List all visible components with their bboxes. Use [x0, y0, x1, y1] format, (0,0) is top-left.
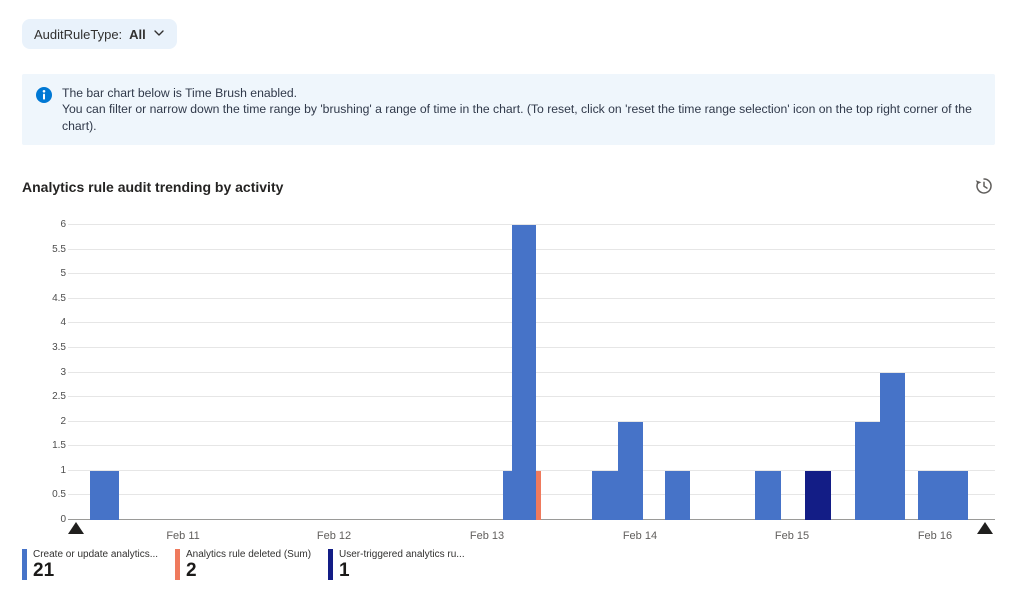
audit-rule-type-filter[interactable]: AuditRuleType: All	[22, 19, 177, 49]
chart-bar[interactable]	[664, 470, 690, 520]
x-axis-label: Feb 16	[917, 530, 953, 542]
chart-bar[interactable]	[536, 470, 542, 520]
gridline	[22, 396, 995, 398]
chart-title: Analytics rule audit trending by activit…	[22, 179, 284, 195]
y-axis-label: 3.5	[22, 341, 68, 354]
chart-bar[interactable]	[918, 470, 944, 520]
bar-chart: 0 0.5 1 1.5 2 2.5 3 3.5 4 4.5 5 5.5 6 Feb 11 Feb 12 Fe…	[22, 210, 995, 556]
x-axis-label: Feb 15	[774, 530, 810, 542]
history-clock-icon	[974, 178, 994, 199]
y-axis-label: 0.5	[22, 489, 68, 502]
gridline	[22, 445, 995, 447]
chart-plot-area[interactable]: 0 0.5 1 1.5 2 2.5 3 3.5 4 4.5 5 5.5 6	[22, 210, 995, 526]
time-brush-handle-right[interactable]	[977, 522, 993, 534]
legend-text: Create or update analytics... 21	[33, 549, 158, 582]
y-axis-label: 4.5	[22, 292, 68, 305]
gridline	[22, 224, 995, 225]
chart-x-axis: Feb 11 Feb 12 Feb 13 Feb 14 Feb 15 Feb 16	[22, 520, 995, 556]
time-brush-handle-left[interactable]	[68, 522, 84, 534]
chart-bar[interactable]	[617, 421, 643, 520]
chevron-down-icon	[153, 27, 165, 42]
legend-color-swatch	[175, 549, 180, 580]
gridline	[22, 346, 995, 348]
banner-line-2: You can filter or narrow down the time r…	[62, 102, 972, 133]
chart-bar[interactable]	[879, 372, 905, 520]
y-axis-label: 5	[22, 268, 68, 281]
chart-bar[interactable]	[804, 470, 831, 520]
info-icon	[36, 87, 52, 134]
y-axis-label: 2	[22, 415, 68, 428]
chart-bar[interactable]	[943, 470, 969, 520]
legend-value: 2	[186, 560, 197, 581]
legend-text: Analytics rule deleted (Sum) 2	[186, 549, 311, 582]
legend-label: User-triggered analytics ru...	[339, 549, 465, 560]
gridline	[22, 322, 995, 324]
y-axis-label: 5.5	[22, 243, 68, 256]
y-axis-label: 2.5	[22, 391, 68, 404]
legend-value: 21	[33, 560, 55, 581]
legend-color-swatch	[22, 549, 27, 580]
gridline	[22, 273, 995, 275]
y-axis-label: 1	[22, 464, 68, 477]
chart-bar[interactable]	[591, 470, 618, 520]
info-banner: The bar chart below is Time Brush enable…	[22, 74, 995, 146]
x-axis-label: Feb 14	[622, 530, 658, 542]
y-axis-label: 6	[22, 219, 68, 231]
chart-bar[interactable]	[754, 470, 781, 520]
legend-text: User-triggered analytics ru... 1	[339, 549, 465, 582]
x-axis-label: Feb 13	[469, 530, 505, 542]
legend-label: Create or update analytics...	[33, 549, 159, 560]
legend-item[interactable]: User-triggered analytics ru... 1	[328, 549, 481, 582]
legend-label: Analytics rule deleted (Sum)	[186, 549, 312, 560]
y-axis-label: 1.5	[22, 440, 68, 453]
gridline	[22, 371, 995, 373]
chart-bar[interactable]	[512, 225, 537, 520]
banner-text: The bar chart below is Time Brush enable…	[62, 85, 981, 134]
legend-item[interactable]: Analytics rule deleted (Sum) 2	[175, 549, 328, 582]
y-axis-label: 3	[22, 366, 68, 379]
filter-value: All	[129, 26, 146, 42]
chart-bar[interactable]	[502, 470, 512, 520]
banner-line-1: The bar chart below is Time Brush enable…	[62, 86, 298, 100]
gridline	[22, 469, 995, 471]
legend-color-swatch	[328, 549, 333, 580]
legend-item[interactable]: Create or update analytics... 21	[22, 549, 175, 582]
filter-label: AuditRuleType:	[34, 26, 123, 42]
x-axis-label: Feb 11	[166, 530, 200, 542]
reset-time-range-button[interactable]	[973, 176, 995, 198]
gridline	[22, 420, 995, 422]
chart-legend: Create or update analytics... 21 Analytics…	[22, 549, 481, 582]
chart-bar[interactable]	[90, 470, 119, 520]
y-axis-label: 4	[22, 317, 68, 330]
gridline	[22, 297, 995, 299]
y-axis-label: 0	[22, 514, 68, 526]
x-axis-label: Feb 12	[316, 530, 352, 542]
chart-bar[interactable]	[854, 421, 880, 520]
gridline	[22, 248, 995, 250]
legend-value: 1	[339, 560, 350, 581]
